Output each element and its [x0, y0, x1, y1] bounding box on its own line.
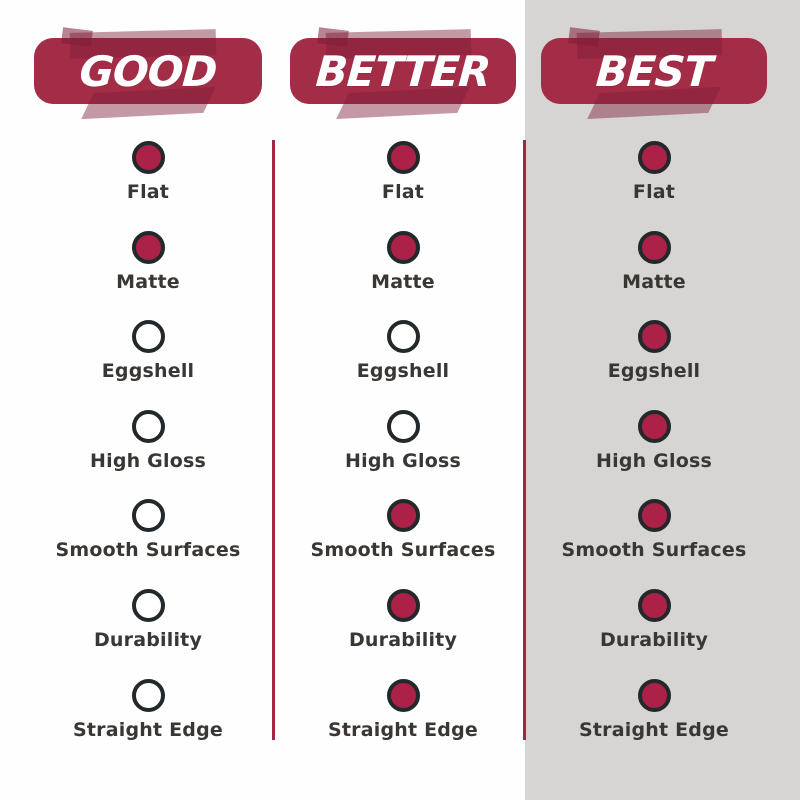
feature-label: Flat	[381, 181, 425, 203]
good-banner: GOOD	[34, 27, 262, 120]
feature-label: Eggshell	[356, 360, 450, 383]
feature-dot-filled-icon	[386, 589, 420, 622]
feature-row: Eggshell	[540, 320, 768, 382]
feature-row: Eggshell	[289, 320, 517, 382]
feature-label: Matte	[622, 270, 686, 293]
feature-row: Smooth Surfaces	[540, 499, 768, 561]
feature-label: Smooth Surfaces	[561, 539, 747, 562]
feature-dot-empty-icon	[131, 678, 165, 712]
feature-label: Matte	[116, 270, 180, 293]
feature-row: High Gloss	[289, 409, 517, 472]
feature-dot-empty-icon	[131, 409, 165, 443]
feature-label: Durability	[599, 629, 709, 651]
feature-row: Durability	[540, 589, 768, 651]
column-divider-better-best	[523, 140, 526, 740]
feature-row: Matte	[540, 230, 768, 293]
feature-label: Flat	[632, 181, 676, 203]
feature-label: Eggshell	[101, 360, 195, 383]
feature-row: Smooth Surfaces	[33, 499, 263, 561]
feature-dot-filled-icon	[386, 499, 420, 533]
feature-dot-filled-icon	[637, 141, 671, 174]
feature-row: Straight Edge	[289, 678, 517, 741]
feature-dot-filled-icon	[637, 409, 671, 443]
feature-dot-filled-icon	[637, 589, 671, 622]
feature-dot-empty-icon	[386, 409, 420, 443]
feature-label: Flat	[126, 181, 170, 203]
feature-dot-filled-icon	[637, 678, 671, 712]
feature-row: Durability	[289, 589, 517, 651]
feature-dot-empty-icon	[386, 320, 420, 354]
feature-label: Durability	[348, 629, 458, 651]
feature-row: Durability	[33, 589, 263, 651]
feature-label: Eggshell	[607, 360, 701, 383]
best-banner-label: BEST	[594, 46, 714, 96]
feature-label: Straight Edge	[73, 718, 223, 741]
feature-row: Smooth Surfaces	[289, 499, 517, 561]
better-banner: BETTER	[290, 27, 516, 120]
feature-row: High Gloss	[540, 409, 768, 472]
feature-dot-filled-icon	[637, 230, 671, 264]
feature-dot-filled-icon	[386, 230, 420, 264]
feature-row: Flat	[33, 141, 263, 203]
feature-dot-filled-icon	[131, 230, 165, 264]
feature-dot-empty-icon	[131, 320, 165, 354]
better-banner-label: BETTER	[314, 46, 492, 96]
feature-dot-filled-icon	[386, 141, 420, 174]
feature-row: Eggshell	[33, 320, 263, 382]
feature-row: Flat	[540, 141, 768, 203]
feature-label: High Gloss	[345, 449, 461, 472]
column-best: BEST Flat Matte Eggshell High Gloss Smooth S…	[540, 0, 768, 800]
feature-row: Matte	[289, 230, 517, 293]
feature-label: High Gloss	[596, 449, 712, 472]
feature-label: Straight Edge	[328, 718, 478, 741]
feature-dot-filled-icon	[637, 320, 671, 354]
feature-row: Flat	[289, 141, 517, 203]
good-banner-label: GOOD	[77, 46, 219, 96]
feature-label: Smooth Surfaces	[55, 539, 241, 562]
best-column-background-panel	[525, 0, 800, 800]
feature-row: High Gloss	[33, 409, 263, 472]
column-better: BETTER Flat Matte Eggshell High Gloss Smooth…	[289, 0, 517, 800]
feature-dot-empty-icon	[131, 589, 165, 622]
feature-row: Matte	[33, 230, 263, 293]
feature-dot-filled-icon	[386, 678, 420, 712]
feature-label: Smooth Surfaces	[310, 539, 496, 562]
feature-label: Straight Edge	[579, 718, 729, 741]
feature-label: Durability	[93, 629, 203, 651]
feature-label: High Gloss	[90, 449, 206, 472]
feature-row: Straight Edge	[33, 678, 263, 741]
feature-dot-filled-icon	[131, 141, 165, 174]
feature-label: Matte	[371, 270, 435, 293]
feature-row: Straight Edge	[540, 678, 768, 741]
best-banner: BEST	[541, 27, 767, 120]
feature-dot-empty-icon	[131, 499, 165, 533]
column-divider-good-better	[272, 140, 275, 740]
feature-dot-filled-icon	[637, 499, 671, 533]
column-good: GOOD Flat Matte Eggshell High Gloss Smooth S…	[33, 0, 263, 800]
